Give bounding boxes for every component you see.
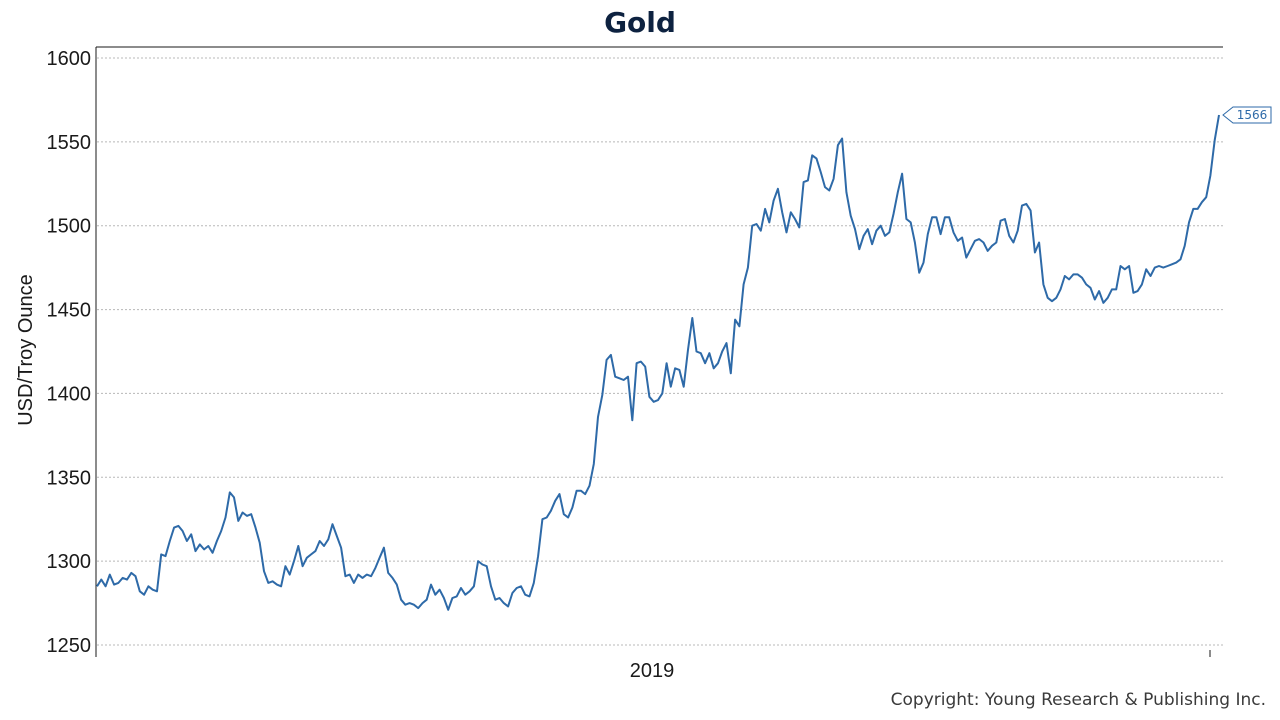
y-tick-label-1600: 1600 bbox=[47, 48, 92, 70]
y-tick-label-1450: 1450 bbox=[47, 300, 92, 322]
y-tick-label-1350: 1350 bbox=[47, 467, 92, 489]
gridlines bbox=[97, 57, 1223, 646]
last-value-callout-box bbox=[1222, 106, 1272, 124]
y-axis-title: USD/Troy Ounce bbox=[15, 274, 37, 426]
chart-title: Gold bbox=[604, 6, 676, 39]
y-tick-label-1250: 1250 bbox=[47, 635, 92, 657]
x-tick-label-2019: 2019 bbox=[630, 660, 675, 682]
y-tick-label-1300: 1300 bbox=[47, 551, 92, 573]
copyright-notice: Copyright: Young Research & Publishing I… bbox=[890, 690, 1266, 710]
last-value-callout: 1566 bbox=[1222, 106, 1272, 124]
y-tick-labels: 1250 1300 1350 1400 1450 1500 1550 1600 bbox=[47, 48, 92, 657]
last-value-label: 1566 bbox=[1237, 108, 1268, 122]
y-tick-label-1550: 1550 bbox=[47, 132, 92, 154]
y-tick-label-1500: 1500 bbox=[47, 216, 92, 238]
y-tick-label-1400: 1400 bbox=[47, 383, 92, 405]
gold-price-line bbox=[96, 114, 1220, 611]
